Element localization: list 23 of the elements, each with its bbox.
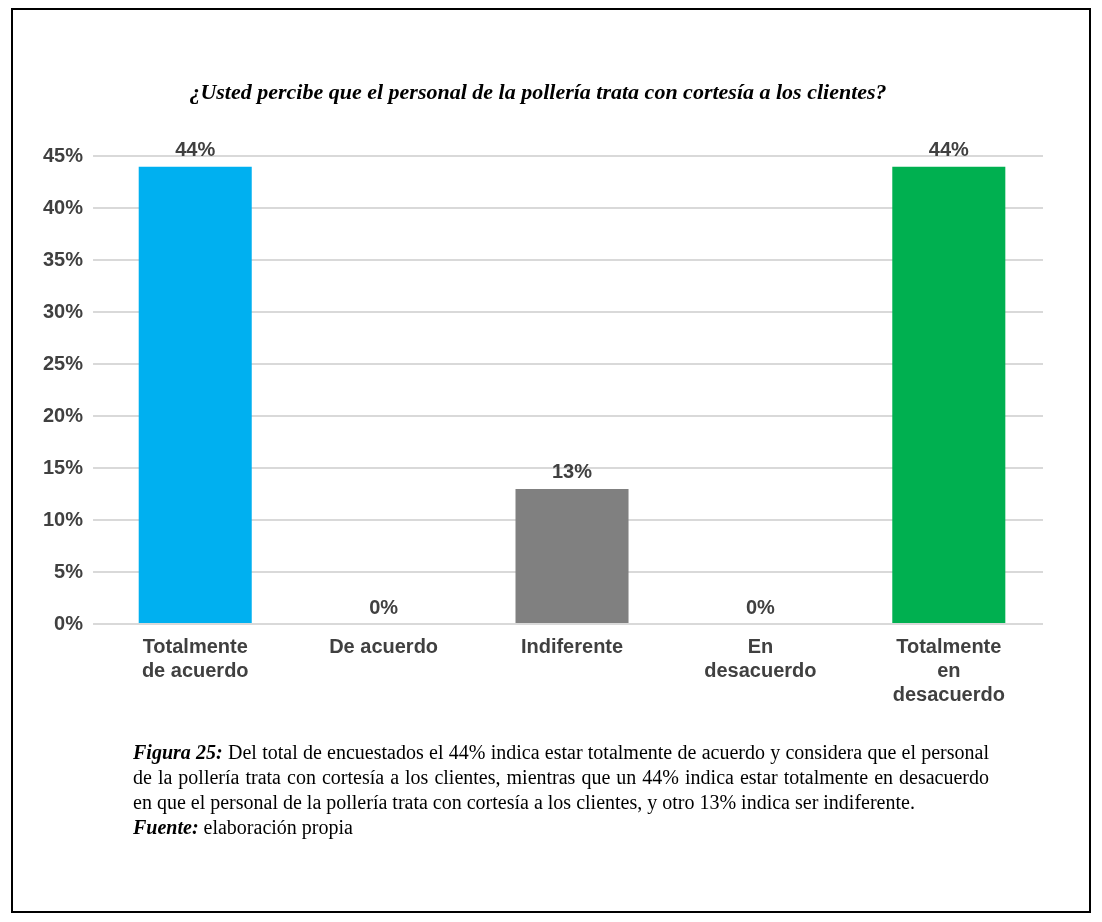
y-tick-label: 45%	[43, 143, 84, 166]
x-tick-label: Indiferente	[520, 634, 624, 657]
y-tick-label: 10%	[43, 507, 84, 530]
y-tick-label: 5%	[54, 559, 84, 582]
y-tick-label: 20%	[43, 403, 84, 426]
y-tick-label: 30%	[43, 299, 84, 322]
data-label: 0%	[745, 595, 776, 618]
x-tick-label: Totalmente en desacuerdo	[892, 634, 1005, 705]
y-tick-label: 25%	[43, 351, 84, 374]
data-label: 44%	[928, 138, 970, 161]
y-tick-label: 35%	[43, 247, 84, 270]
y-tick-label: 15%	[43, 455, 84, 478]
data-label: 44%	[175, 138, 216, 161]
x-tick-label: En desacuerdo	[704, 634, 817, 681]
y-tick-label: 40%	[43, 195, 84, 218]
x-tick-label: De acuerdo	[329, 634, 439, 657]
y-tick-label: 0%	[54, 611, 84, 634]
data-label: 0%	[369, 595, 399, 618]
x-tick-label: Totalmente de acuerdo	[141, 634, 249, 681]
text: Figura 25: Del total de encuestados el 44% indica estar totalmente de acuerdo y considera que el personal de la pollería trata con cortesía a los clientes, mientras que un 44% indica estar totalmente en desacuerdo en que el personal de la pollería trata con cortesía a los clientes, y otro 13% indica ser indiferente.	[133, 740, 989, 815]
data-label: 13%	[552, 460, 593, 483]
source-note: Fuente: elaboración propia	[133, 815, 354, 840]
chart-title: ¿Usted percibe que el personal de la pollería trata con cortesía a los clientes?	[189, 78, 887, 104]
